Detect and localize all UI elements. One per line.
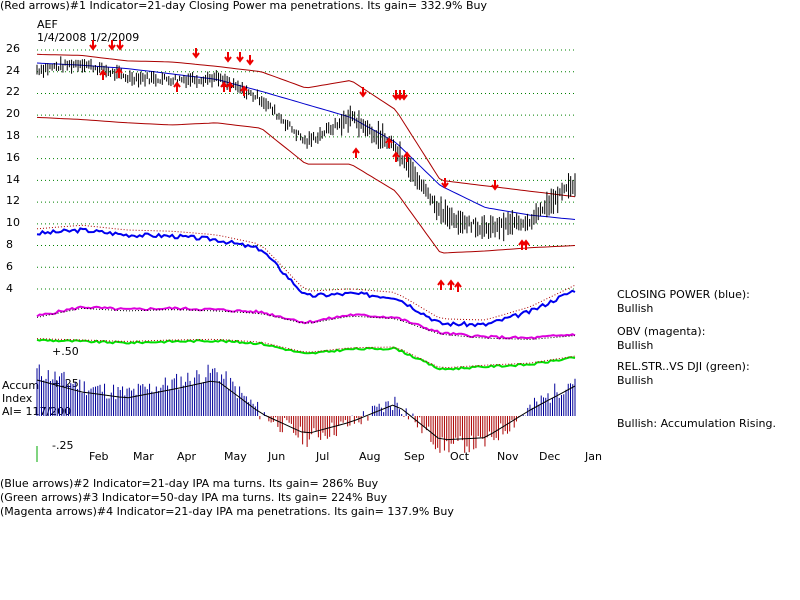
obv-line (36, 305, 576, 340)
buy-arrow-icon (115, 67, 123, 78)
y-tick-label: 16 (6, 151, 20, 164)
date-range: 1/4/2008 1/2/2009 (37, 31, 140, 44)
sell-arrow-icon (89, 40, 97, 51)
sell-arrow-icon (441, 178, 449, 189)
sell-arrow-icon (246, 55, 254, 66)
buy-arrow-icon (454, 281, 462, 292)
sell-arrow-icon (359, 87, 367, 98)
buy-arrow-icon (173, 81, 181, 92)
buy-arrow-icon (240, 85, 248, 96)
buy-arrow-icon (403, 151, 411, 162)
accum-title-2: Index (2, 392, 33, 405)
x-tick-label: Jun (268, 450, 286, 463)
accum-title-1: Accum (2, 379, 40, 392)
x-tick-label: Dec (539, 450, 561, 463)
closing-power-line (36, 227, 576, 328)
rel-str-line (36, 338, 576, 371)
sell-arrow-icon (192, 48, 200, 59)
sell-arrow-icon (224, 52, 232, 63)
accumulation-status: Bullish: Accumulation Rising. (617, 417, 776, 430)
y-tick-label: 10 (6, 216, 20, 229)
y-tick-label: 12 (6, 194, 20, 207)
y-tick-label: 18 (6, 129, 20, 142)
y-tick-label: 4 (6, 282, 13, 295)
buy-arrow-icon (226, 81, 234, 92)
buy-arrow-icon (220, 81, 228, 92)
buy-arrow-icon (522, 239, 530, 250)
y-tick-label: 26 (6, 42, 20, 55)
buy-arrow-icon (352, 147, 360, 158)
y-tick-label: 22 (6, 85, 20, 98)
x-tick-label: Apr (177, 450, 197, 463)
header-title: (Red arrows)#1 Indicator=21-day Closing … (0, 0, 488, 12)
obv-ma-line (36, 307, 576, 341)
footer-line-2: (Green arrows)#3 Indicator=50-day IPA ma… (0, 491, 388, 504)
buy-arrow-icon (99, 69, 107, 80)
buy-arrow-icon (385, 137, 393, 148)
sell-arrow-icon (108, 40, 116, 51)
y-tick-label: 6 (6, 260, 13, 273)
accum-ma-line (36, 379, 576, 441)
sell-arrow-icon (491, 180, 499, 191)
y-tick-label: 8 (6, 238, 13, 251)
x-tick-label: Oct (450, 450, 470, 463)
accum-plus50-label: +.50 (52, 345, 79, 358)
x-tick-label: Jan (585, 450, 602, 463)
sell-arrow-icon (236, 52, 244, 63)
sell-arrow-icon (400, 90, 408, 101)
closing-power-ma-line (36, 224, 576, 321)
y-tick-label: 24 (6, 64, 20, 77)
x-tick-label: Sep (404, 450, 425, 463)
closing-power-title: CLOSING POWER (blue): (617, 288, 750, 301)
buy-arrow-icon (437, 279, 445, 290)
relstr-title: REL.STR..VS DJI (green): (617, 360, 750, 373)
y-tick-label: 20 (6, 107, 20, 120)
obv-title: OBV (magenta): (617, 325, 706, 338)
x-tick-label: May (224, 450, 247, 463)
buy-arrow-icon (392, 151, 400, 162)
x-tick-label: Feb (89, 450, 109, 463)
upper-band-line (36, 53, 576, 198)
x-tick-label: Jul (316, 450, 330, 463)
sell-arrow-icon (116, 40, 124, 51)
buy-arrow-icon (447, 279, 455, 290)
obv-value: Bullish (617, 339, 654, 352)
x-tick-label: Mar (133, 450, 154, 463)
symbol-label: AEF (37, 18, 58, 31)
accum-plus25-label: +.25 (52, 377, 79, 390)
x-tick-label: Aug (359, 450, 381, 463)
rel-str-ma-line (36, 338, 576, 369)
footer-line-1: (Blue arrows)#2 Indicator=21-day IPA ma … (0, 477, 379, 490)
footer-line-3: (Magenta arrows)#4 Indicator=21-day IPA … (0, 505, 454, 518)
moving-average-line (36, 62, 576, 220)
relstr-value: Bullish (617, 374, 654, 387)
x-tick-label: Nov (497, 450, 519, 463)
y-tick-label: 14 (6, 173, 20, 186)
lower-band-line (36, 116, 576, 254)
closing-power-value: Bullish (617, 302, 654, 315)
accum-minus25-label: -.25 (52, 439, 74, 452)
